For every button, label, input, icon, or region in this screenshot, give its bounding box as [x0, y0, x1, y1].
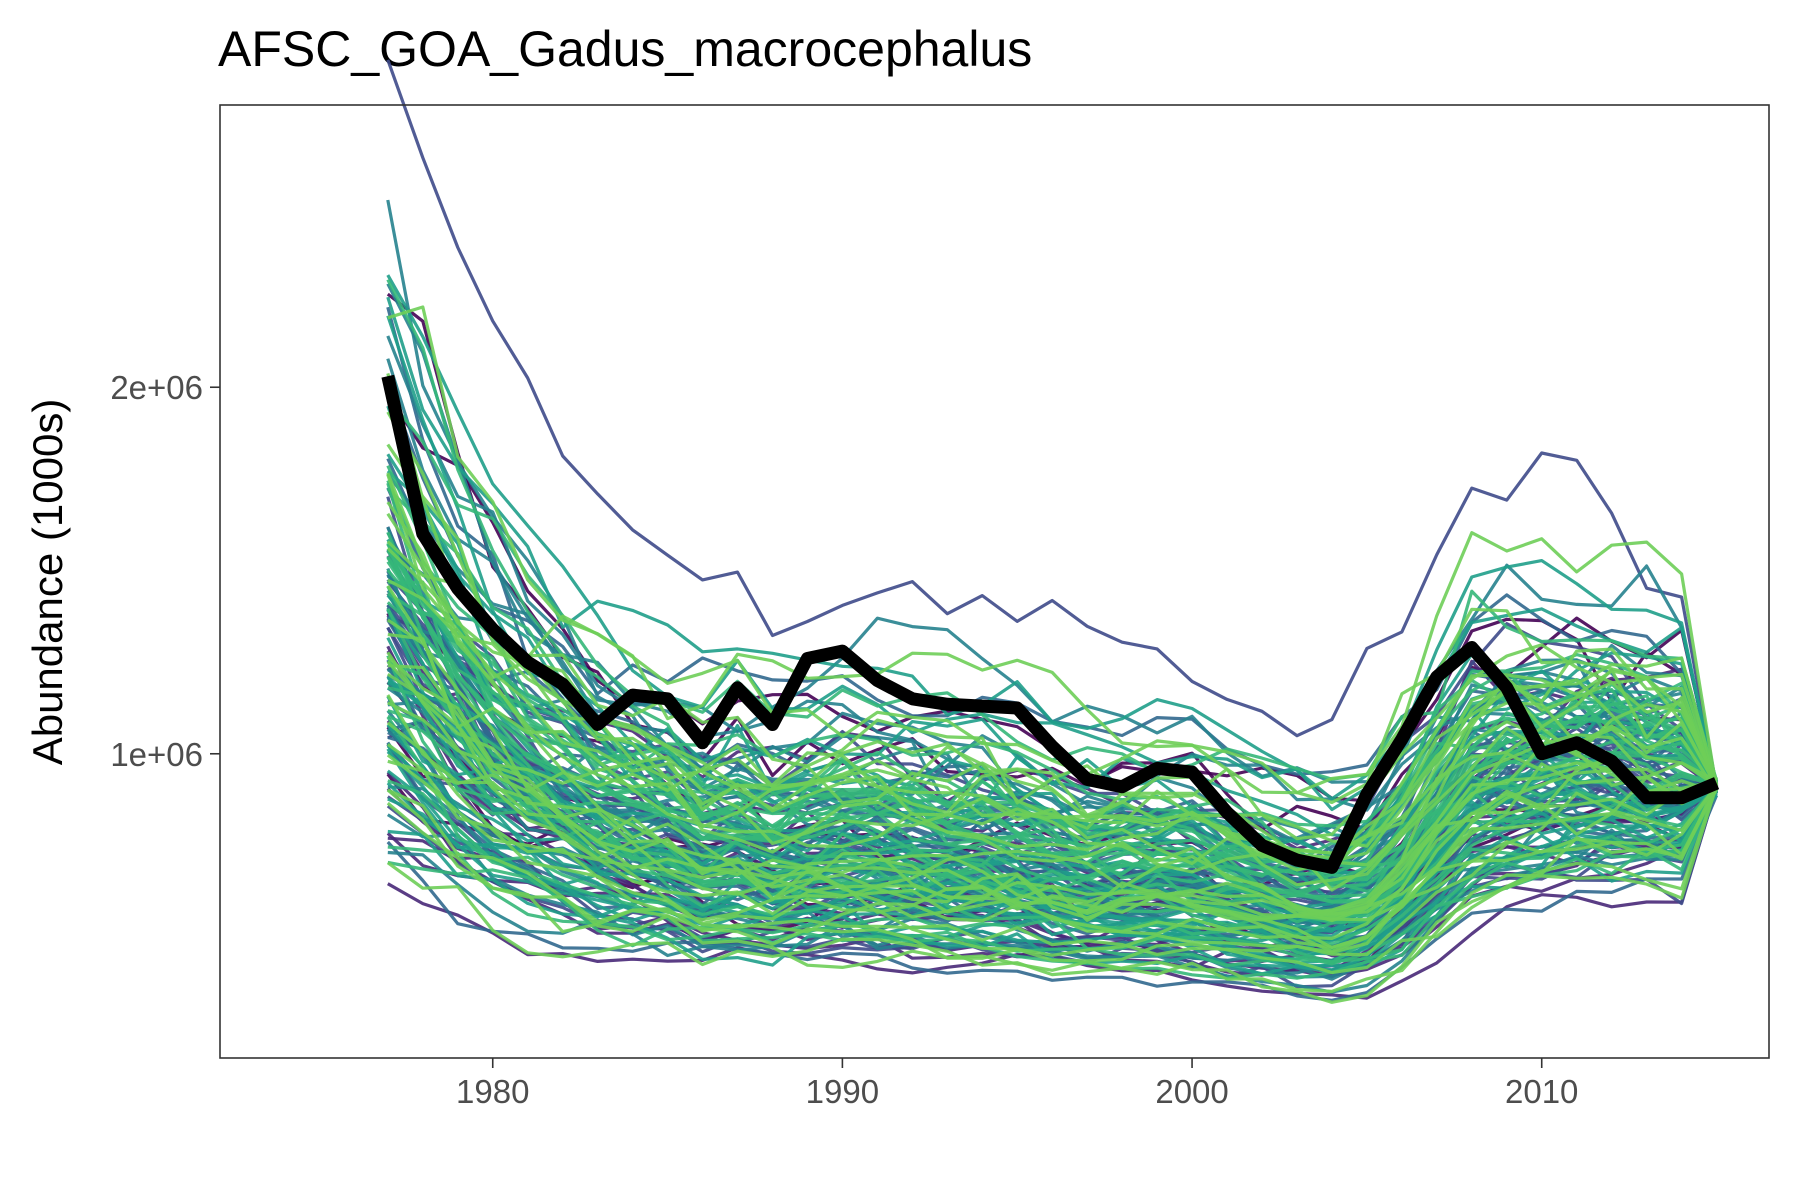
- chart-title: AFSC_GOA_Gadus_macrocephalus: [218, 21, 1032, 77]
- ensemble-lines: [386, 59, 1719, 1004]
- ensemble-series-line: [387, 632, 1719, 874]
- ensemble-series-line: [386, 609, 1718, 965]
- ensemble-series-line: [386, 787, 1719, 1004]
- highlight-series-line: [381, 374, 1720, 874]
- ensemble-series-line: [386, 479, 1718, 870]
- ensemble-series-line: [386, 721, 1718, 957]
- y-tick-label: 1e+06: [110, 736, 203, 773]
- ensemble-series-line: [387, 664, 1718, 950]
- y-axis: 1e+06 2e+06: [110, 369, 220, 773]
- x-tick-label: 2010: [1505, 1073, 1578, 1110]
- ensemble-series-line: [386, 672, 1718, 917]
- x-tick-label: 1980: [456, 1073, 529, 1110]
- ensemble-series-line: [386, 584, 1719, 957]
- ensemble-series-line: [386, 512, 1717, 920]
- ensemble-series-line: [387, 786, 1719, 953]
- ensemble-series-line: [386, 283, 1718, 853]
- ensemble-series-line: [386, 651, 1718, 922]
- ensemble-series-line: [386, 296, 1719, 801]
- ensemble-series-line: [386, 59, 1719, 788]
- y-tick-label: 2e+06: [110, 369, 203, 406]
- ensemble-series-line: [386, 501, 1718, 859]
- ensemble-series-line: [386, 785, 1719, 993]
- ensemble-series-line: [387, 701, 1717, 914]
- ensemble-series-line: [386, 531, 1719, 795]
- ensemble-series-line: [386, 473, 1718, 887]
- ensemble-series-line: [386, 405, 1718, 904]
- highlight-layer: [381, 374, 1720, 874]
- ensemble-series-line: [386, 660, 1718, 920]
- ensemble-series-line: [386, 743, 1718, 949]
- x-tick-label: 1990: [806, 1073, 879, 1110]
- ensemble-series-line: [386, 411, 1719, 892]
- y-axis-label: Abundance (1000s): [24, 399, 71, 766]
- x-axis: 1980 1990 2000 2010: [456, 1058, 1578, 1110]
- ensemble-series-line: [386, 472, 1719, 864]
- panel-border: [219, 104, 1770, 1059]
- x-tick-label: 2000: [1155, 1073, 1228, 1110]
